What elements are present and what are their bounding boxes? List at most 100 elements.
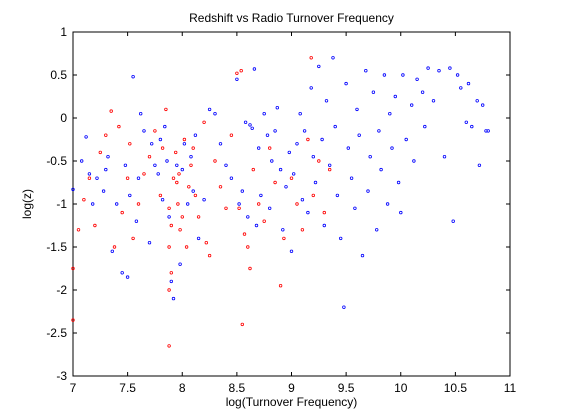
blue-data-point [364,68,368,73]
blue-data-point [431,99,436,103]
blue-data-point [257,146,261,150]
red-data-point [178,228,182,232]
blue-data-point [322,223,326,228]
blue-data-point [309,86,313,90]
blue-data-point [90,202,95,206]
y-tick-label: -3 [56,369,67,383]
blue-data-point [459,86,463,90]
blue-data-point [191,189,195,193]
blue-data-point [158,137,163,142]
blue-data-point [167,215,171,219]
red-data-point [193,193,198,198]
red-data-point [173,150,178,155]
y-tick-label: -1.5 [46,240,67,254]
red-data-point [282,236,286,241]
x-tick-label: 10 [394,381,408,395]
blue-data-point [464,120,468,124]
blue-data-point [207,107,212,112]
blue-data-point [169,279,173,284]
blue-data-point [273,129,277,133]
blue-data-point [235,77,239,81]
blue-data-point [128,193,132,198]
blue-data-point [328,163,332,167]
red-data-point [117,124,121,129]
red-data-point [207,253,212,258]
red-data-point [112,245,117,249]
red-data-point [187,185,191,189]
blue-data-point [189,154,193,159]
blue-data-point [246,215,250,219]
red-data-point [300,228,305,232]
blue-data-point [114,202,119,206]
y-tick-label: 0 [60,111,67,125]
blue-data-point [366,189,370,193]
blue-data-point [171,296,176,301]
red-data-point [158,193,163,198]
blue-data-point [342,305,346,309]
y-tick-label: -0.5 [46,154,67,168]
blue-data-point [202,197,206,202]
blue-data-point [254,223,259,228]
x-tick-label: 7.5 [119,381,136,395]
red-data-point [175,180,179,185]
red-data-point [98,150,102,155]
red-data-point [76,228,81,232]
red-data-point [240,322,244,327]
blue-data-point [349,176,354,180]
blue-data-point [339,236,343,241]
x-tick-label: 11 [504,381,517,395]
red-data-point [167,288,171,292]
blue-data-point [396,180,401,185]
blue-data-point [147,240,152,245]
y-tick-label: -1 [56,197,67,211]
y-tick-label: -2.5 [46,326,67,340]
blue-data-point [95,176,99,180]
blue-data-point [153,163,157,167]
x-tick-label: 8 [179,381,186,395]
blue-data-point [300,197,305,202]
red-data-point [239,68,243,73]
blue-data-point [138,111,143,116]
red-data-point [128,142,132,146]
blue-data-point [368,154,372,159]
red-data-point [278,284,283,288]
blue-data-point [252,67,257,71]
blue-data-point [125,275,130,279]
red-data-point [268,146,272,150]
red-data-point [251,167,255,172]
blue-data-point [311,154,315,159]
blue-data-point [182,142,187,146]
blue-data-point [156,172,160,176]
blue-data-point [213,111,217,116]
blue-data-point [178,262,182,266]
blue-data-point [163,124,167,129]
blue-data-point [415,77,419,81]
y-tick-label: 0.5 [50,68,67,82]
blue-data-point [401,73,405,77]
red-data-point [257,202,261,206]
blue-data-point [313,180,318,185]
blue-data-point [324,99,329,103]
blue-data-point [344,81,348,86]
blue-data-point [360,253,365,258]
blue-data-point [284,185,288,189]
blue-data-point [248,123,252,127]
blue-data-point [306,210,310,215]
x-tick-label: 9.5 [338,381,355,395]
red-data-point [182,137,187,142]
red-data-point [180,215,184,219]
blue-data-point [484,129,488,133]
blue-data-point [196,236,201,241]
red-data-point [229,133,234,137]
y-tick-label: -2 [56,283,67,297]
red-data-point [104,133,108,137]
blue-data-point [475,99,479,103]
blue-data-point [451,219,455,223]
blue-data-point [420,90,425,94]
blue-data-point [404,137,408,142]
red-data-point [153,129,157,133]
blue-data-point [375,228,379,232]
red-data-point [71,318,75,322]
blue-data-point [71,187,75,192]
